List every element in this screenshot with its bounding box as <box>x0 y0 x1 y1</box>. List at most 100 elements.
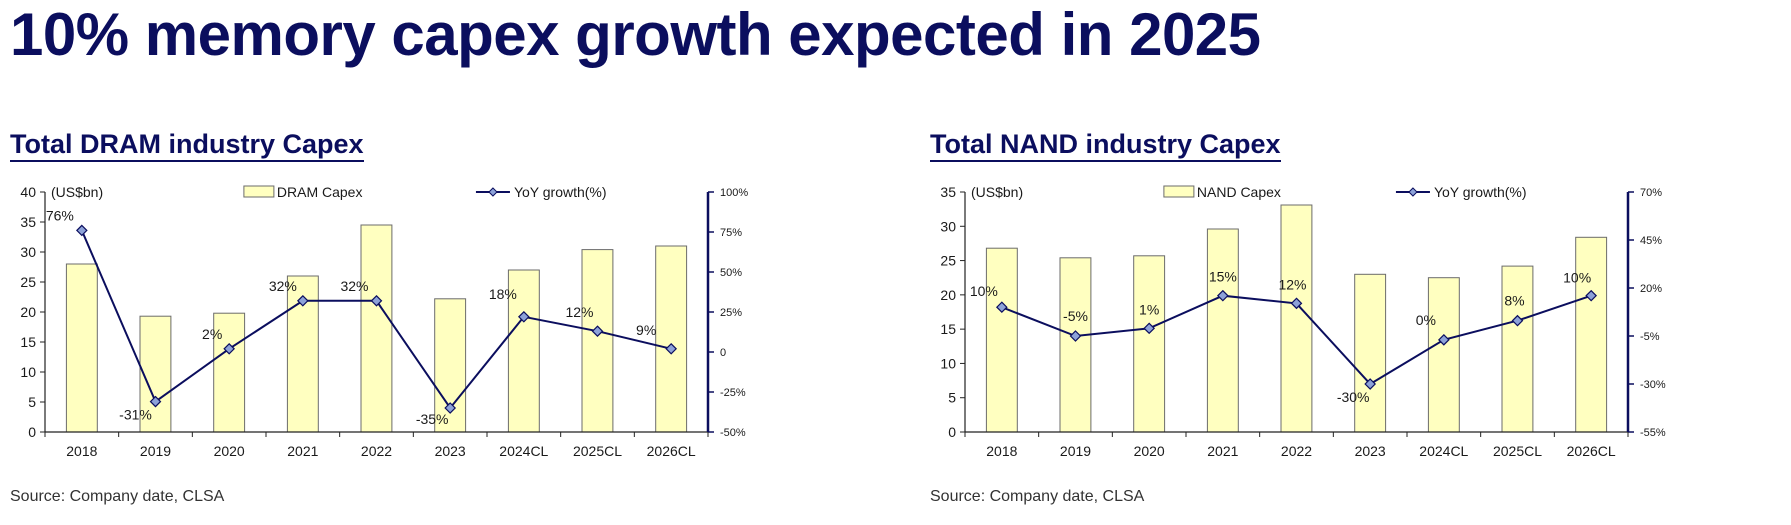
dram-right-tick-label: 50% <box>720 267 742 279</box>
nand-x-tick-label: 2026CL <box>1567 443 1616 459</box>
nand-data-label-2022: 12% <box>1278 276 1306 292</box>
nand-data-label-2020: 1% <box>1139 301 1159 317</box>
dram-growth-marker-2024CL <box>517 310 530 323</box>
dram-legend-bar-label: DRAM Capex <box>277 184 363 200</box>
dram-data-label-2025CL: 12% <box>565 304 593 320</box>
dram-data-label-2023: -35% <box>416 411 449 427</box>
dram-x-tick-label: 2021 <box>287 443 318 459</box>
dram-growth-marker-2019 <box>149 395 162 408</box>
nand-data-label-2021: 15% <box>1209 269 1237 285</box>
dram-legend-line-label: YoY growth(%) <box>514 184 607 200</box>
nand-growth-marker-2024CL <box>1437 333 1450 346</box>
nand-bar-2022 <box>1280 204 1313 433</box>
dram-left-tick-label: 20 <box>20 304 36 320</box>
nand-legend-line-label: YoY growth(%) <box>1434 184 1527 200</box>
nand-left-tick-label: 0 <box>948 424 956 440</box>
dram-data-label-2019: -31% <box>119 407 152 423</box>
dram-left-tick-label: 40 <box>20 184 36 200</box>
dram-left-tick-label: 10 <box>20 364 36 380</box>
dram-right-tick-label: 75% <box>720 227 742 239</box>
dram-bar-2020 <box>213 312 246 433</box>
dram-x-tick-label: 2020 <box>214 443 245 459</box>
nand-capex-chart: 0 5 10 15 20 25 30 35 -55% -30% -5% 20% 45% 70% 2018 20… <box>940 184 1666 459</box>
nand-right-tick-label: 20% <box>1640 283 1662 295</box>
nand-left-tick-label: 15 <box>940 321 956 337</box>
nand-bar-2024CL <box>1427 277 1460 433</box>
nand-right-tick-label: -30% <box>1640 379 1666 391</box>
dram-data-label-2024CL: 18% <box>489 286 517 302</box>
nand-growth-marker-2023 <box>1364 378 1377 390</box>
dram-legend-bar-swatch <box>243 185 275 198</box>
dram-data-label-2020: 2% <box>202 326 222 342</box>
dram-right-tick-label: 100% <box>720 187 748 199</box>
nand-growth-marker-2020 <box>1143 322 1156 335</box>
nand-growth-marker-2026CL <box>1585 289 1598 302</box>
nand-x-tick-label: 2020 <box>1134 443 1165 459</box>
nand-x-tick-label: 2021 <box>1207 443 1238 459</box>
dram-chart-title: Total DRAM industry Capex <box>10 128 364 162</box>
dram-right-tick-label: -50% <box>720 427 746 439</box>
nand-x-tick-label: 2023 <box>1355 443 1386 459</box>
dram-legend-line-marker <box>488 187 498 197</box>
dram-left-tick-label: 5 <box>28 394 36 410</box>
dram-x-tick-label: 2024CL <box>499 443 548 459</box>
dram-x-tick-label: 2023 <box>435 443 466 459</box>
nand-chart-title: Total NAND industry Capex <box>930 128 1281 162</box>
nand-source-note: Source: Company date, CLSA <box>930 488 1145 505</box>
nand-x-tick-label: 2019 <box>1060 443 1091 459</box>
nand-growth-marker-2021 <box>1216 289 1229 302</box>
nand-left-tick-label: 25 <box>940 253 956 269</box>
dram-left-tick-label: 25 <box>20 274 36 290</box>
nand-bar-2021 <box>1206 228 1239 433</box>
dram-right-tick-label: 0 <box>720 347 726 359</box>
dram-x-tick-label: 2026CL <box>647 443 696 459</box>
dram-chart-panel: Total DRAM industry Capex 0 5 10 15 20 25 30 35… <box>0 128 880 525</box>
nand-chart-panel: Total NAND industry Capex 0 5 10 15 20 25 30 35… <box>920 128 1791 525</box>
dram-growth-marker-2020 <box>223 342 236 355</box>
dram-growth-marker-2018 <box>75 224 88 237</box>
nand-unit-label: (US$bn) <box>971 184 1023 200</box>
dram-capex-chart: 0 5 10 15 20 25 30 35 40 -50% -25% 0 25% 50% 75% 100% 20… <box>20 184 748 459</box>
dram-left-tick-label: 0 <box>28 424 36 440</box>
page-title: 10% memory capex growth expected in 2025 <box>10 1 1261 68</box>
dram-source-note: Source: Company date, CLSA <box>10 488 225 505</box>
dram-data-label-2022: 32% <box>340 278 368 294</box>
nand-right-tick-label: -55% <box>1640 427 1666 439</box>
dram-growth-marker-2025CL <box>591 325 604 338</box>
nand-bar-2025CL <box>1501 265 1534 433</box>
dram-data-label-2018: 76% <box>46 207 74 223</box>
dram-bar-2018 <box>65 263 98 433</box>
nand-x-tick-label: 2025CL <box>1493 443 1542 459</box>
nand-left-tick-label: 20 <box>940 287 956 303</box>
dram-data-label-2026CL: 9% <box>636 322 656 338</box>
dram-bar-2019 <box>139 315 172 433</box>
dram-x-tick-label: 2018 <box>66 443 97 459</box>
dram-left-tick-label: 35 <box>20 214 36 230</box>
nand-data-label-2025CL: 8% <box>1504 293 1524 309</box>
nand-bar-2019 <box>1059 257 1092 433</box>
nand-x-tick-label: 2018 <box>986 443 1017 459</box>
dram-bar-2022 <box>360 224 393 433</box>
nand-x-tick-label: 2024CL <box>1419 443 1468 459</box>
nand-right-tick-label: 45% <box>1640 235 1662 247</box>
nand-data-label-2019: -5% <box>1063 308 1088 324</box>
nand-bar-2023 <box>1354 273 1387 433</box>
nand-legend-bar-swatch <box>1163 185 1195 198</box>
dram-x-tick-label: 2022 <box>361 443 392 459</box>
nand-right-tick-label: 70% <box>1640 187 1662 199</box>
nand-data-label-2024CL: 0% <box>1416 312 1436 328</box>
nand-data-label-2023: -30% <box>1337 389 1370 405</box>
nand-left-tick-label: 5 <box>948 390 956 406</box>
dram-right-tick-label: 25% <box>720 307 742 319</box>
nand-bar-2020 <box>1133 255 1166 433</box>
nand-left-tick-label: 35 <box>940 184 956 200</box>
dram-right-tick-label: -25% <box>720 387 746 399</box>
nand-bar-2026CL <box>1575 236 1608 433</box>
nand-data-label-2026CL: 10% <box>1563 270 1591 286</box>
nand-left-tick-label: 30 <box>940 218 956 234</box>
nand-left-tick-label: 10 <box>940 355 956 371</box>
nand-growth-marker-2025CL <box>1511 314 1524 327</box>
dram-growth-marker-2023 <box>444 402 457 414</box>
nand-legend-bar-label: NAND Capex <box>1197 184 1281 200</box>
dram-growth-marker-2021 <box>296 294 309 307</box>
